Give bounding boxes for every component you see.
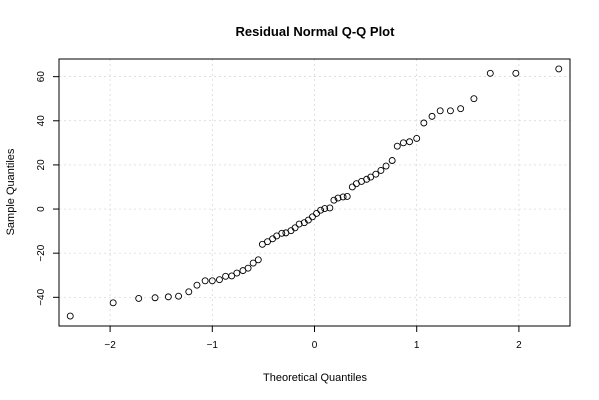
- data-point: [372, 170, 380, 178]
- data-point: [321, 205, 329, 213]
- data-point: [66, 312, 74, 320]
- y-tick-label: 0: [36, 206, 47, 212]
- data-point: [326, 204, 334, 212]
- data-point: [228, 272, 236, 280]
- data-point: [244, 264, 252, 272]
- x-axis-label: Theoretical Quantiles: [263, 372, 367, 384]
- data-point: [317, 206, 325, 214]
- y-tick-label: −40: [36, 288, 47, 305]
- x-tick-label: −2: [104, 340, 116, 351]
- data-point: [446, 107, 454, 115]
- data-point: [457, 105, 465, 113]
- data-point: [382, 162, 390, 170]
- y-axis: −40 −20 0 20 40 60: [36, 71, 59, 306]
- data-point: [486, 69, 494, 77]
- data-point: [135, 294, 143, 302]
- data-point: [348, 183, 356, 191]
- x-tick-label: 1: [414, 340, 420, 351]
- data-point: [233, 269, 241, 277]
- data-point: [287, 227, 295, 235]
- data-point: [512, 69, 520, 77]
- data-point: [399, 139, 407, 147]
- x-tick-label: 0: [312, 340, 318, 351]
- data-point: [334, 194, 342, 202]
- y-tick-label: −20: [36, 244, 47, 261]
- data-point: [388, 157, 396, 164]
- y-axis-label: Sample Quantiles: [5, 148, 17, 235]
- data-point: [109, 299, 117, 307]
- data-point: [175, 292, 183, 300]
- data-point: [343, 193, 351, 200]
- data-point: [555, 65, 563, 73]
- data-point: [406, 138, 413, 146]
- data-point: [249, 259, 257, 267]
- data-point: [295, 220, 303, 228]
- x-tick-label: −1: [207, 340, 219, 351]
- data-point: [201, 277, 209, 285]
- data-point: [185, 288, 193, 296]
- data-point: [330, 196, 338, 204]
- data-points: [66, 65, 563, 320]
- y-tick-label: 20: [36, 159, 47, 171]
- data-point: [377, 166, 385, 174]
- data-point: [193, 281, 201, 289]
- data-point: [313, 210, 320, 217]
- grid-lines: [59, 59, 570, 326]
- data-point: [222, 272, 230, 280]
- data-point: [216, 276, 223, 284]
- data-point: [264, 238, 271, 246]
- data-point: [436, 107, 444, 115]
- y-tick-label: 40: [36, 115, 47, 127]
- data-point: [254, 256, 262, 264]
- data-point: [470, 95, 478, 103]
- data-point: [304, 216, 312, 224]
- x-tick-label: 2: [516, 340, 522, 351]
- data-point: [151, 294, 159, 302]
- data-point: [269, 235, 277, 243]
- data-point: [420, 119, 428, 127]
- data-point: [413, 134, 421, 142]
- data-point: [339, 193, 347, 201]
- y-tick-label: 60: [36, 71, 47, 83]
- chart-title: Residual Normal Q-Q Plot: [236, 24, 396, 39]
- data-point: [393, 142, 401, 150]
- data-point: [363, 175, 371, 183]
- data-point: [164, 293, 172, 301]
- data-point: [309, 213, 316, 221]
- data-point: [278, 229, 286, 237]
- data-point: [208, 277, 216, 285]
- data-point: [291, 224, 299, 232]
- data-point: [367, 173, 375, 181]
- x-axis: −2 −1 0 1 2: [104, 326, 522, 351]
- data-point: [428, 112, 436, 120]
